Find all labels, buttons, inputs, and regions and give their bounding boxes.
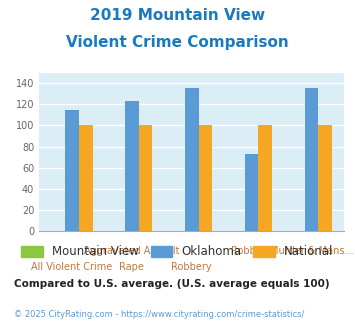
Text: Violent Crime Comparison: Violent Crime Comparison <box>66 35 289 50</box>
Text: Murder & Mans...: Murder & Mans... <box>270 246 353 256</box>
Bar <box>198 125 212 231</box>
Bar <box>185 88 198 231</box>
Bar <box>65 110 79 231</box>
Bar <box>245 154 258 231</box>
Bar <box>318 125 332 231</box>
Text: All Violent Crime: All Violent Crime <box>31 262 113 272</box>
Bar <box>258 125 272 231</box>
Text: Rape: Rape <box>119 262 144 272</box>
Bar <box>79 125 93 231</box>
Text: © 2025 CityRating.com - https://www.cityrating.com/crime-statistics/: © 2025 CityRating.com - https://www.city… <box>14 310 305 319</box>
Bar <box>125 101 139 231</box>
Text: Robbery: Robbery <box>171 262 212 272</box>
Text: Robbery: Robbery <box>231 246 272 256</box>
Legend: Mountain View, Oklahoma, National: Mountain View, Oklahoma, National <box>17 241 338 263</box>
Text: Compared to U.S. average. (U.S. average equals 100): Compared to U.S. average. (U.S. average … <box>14 279 330 289</box>
Text: 2019 Mountain View: 2019 Mountain View <box>90 8 265 23</box>
Bar <box>139 125 153 231</box>
Text: Aggravated Assault: Aggravated Assault <box>84 246 180 256</box>
Bar <box>305 88 318 231</box>
